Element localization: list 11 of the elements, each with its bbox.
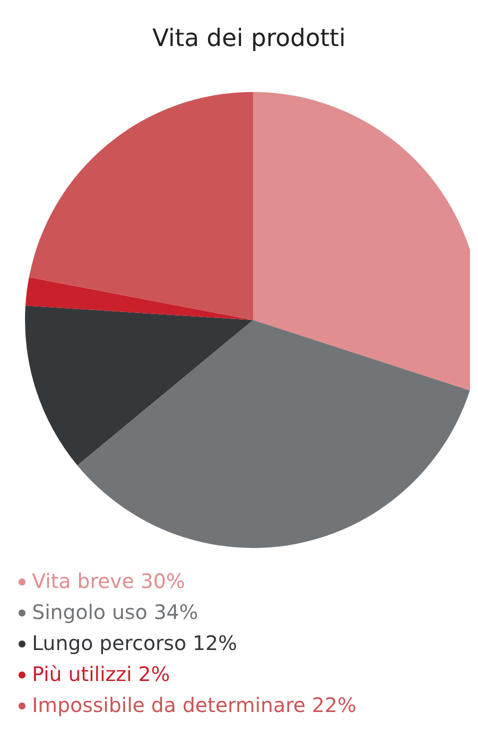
data-label: 12% (186, 631, 238, 655)
data-label: 2% (132, 662, 170, 686)
data-label: 22% (306, 693, 356, 717)
data-label: 30% (134, 569, 185, 593)
legend-label: Impossibile da determinare (32, 693, 306, 717)
legend-label: Più utilizzi (32, 662, 132, 686)
legend-label: Singolo uso (32, 600, 148, 624)
legend-label: Vita breve (32, 569, 134, 593)
chart-title: Vita dei prodotti (152, 24, 346, 52)
data-label: 34% (147, 600, 198, 624)
legend-label: Lungo percorso (32, 631, 186, 655)
